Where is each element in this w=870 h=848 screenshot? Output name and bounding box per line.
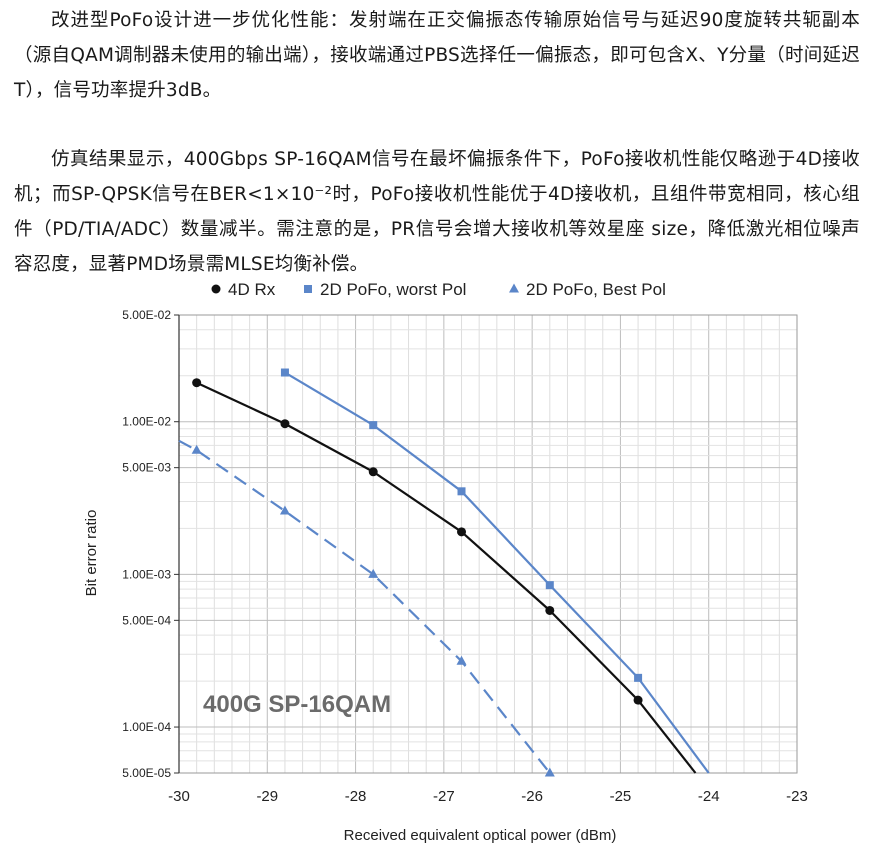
series-1 bbox=[280, 368, 710, 774]
data-point bbox=[457, 487, 466, 496]
y-axis-label: Bit error ratio bbox=[83, 510, 100, 597]
x-tick-label: -30 bbox=[168, 788, 190, 805]
series-2 bbox=[178, 439, 555, 777]
x-tick-label: -25 bbox=[610, 788, 632, 805]
data-point bbox=[191, 444, 202, 454]
x-tick-label: -29 bbox=[256, 788, 278, 805]
chart-series bbox=[178, 368, 710, 777]
y-tick-label: 5.00E-05 bbox=[122, 766, 171, 780]
series-line bbox=[178, 439, 551, 774]
y-tick-label: 1.00E-02 bbox=[122, 415, 171, 429]
legend-label: 2D PoFo, worst Pol bbox=[320, 280, 466, 299]
y-tick-label: 1.00E-03 bbox=[122, 567, 171, 581]
data-point bbox=[279, 505, 290, 515]
data-point bbox=[192, 378, 202, 388]
data-point bbox=[368, 568, 379, 578]
chart-axes: 5.00E-02 1.00E-02 5.00E-03 1.00E-03 5.00E-04… bbox=[122, 308, 808, 805]
data-point bbox=[633, 695, 643, 705]
data-point bbox=[545, 605, 555, 615]
chart-annotation: 400G SP-16QAM bbox=[203, 691, 391, 718]
data-point bbox=[457, 527, 467, 537]
y-tick-label: 5.00E-03 bbox=[122, 461, 171, 475]
series-line bbox=[284, 371, 710, 774]
data-point bbox=[544, 767, 555, 777]
legend-marker bbox=[509, 283, 519, 293]
data-point bbox=[369, 421, 378, 430]
legend-label: 4D Rx bbox=[228, 280, 276, 299]
x-axis-label: Received equivalent optical power (dBm) bbox=[344, 827, 617, 844]
paragraph-simulation-results: 仿真结果显示，400Gbps SP-16QAM信号在最坏偏振条件下，PoFo接收… bbox=[14, 149, 860, 275]
data-point bbox=[368, 467, 378, 477]
x-tick-label: -23 bbox=[786, 788, 808, 805]
chart-legend: 4D Rx 2D PoFo, worst Pol 2D PoFo, Best Pol bbox=[211, 280, 666, 299]
y-tick-label: 1.00E-04 bbox=[122, 720, 171, 734]
ber-chart: 5.00E-02 1.00E-02 5.00E-03 1.00E-03 5.00E-04… bbox=[83, 280, 808, 844]
legend-marker bbox=[304, 285, 312, 293]
x-tick-label: -26 bbox=[521, 788, 543, 805]
series-0 bbox=[192, 378, 697, 774]
y-tick-label: 5.00E-04 bbox=[122, 613, 171, 627]
data-point bbox=[456, 655, 467, 665]
legend-label: 2D PoFo, Best Pol bbox=[526, 280, 666, 299]
data-point bbox=[280, 419, 290, 429]
legend-marker bbox=[211, 284, 221, 294]
y-tick-label: 5.00E-02 bbox=[122, 308, 171, 322]
x-tick-label: -24 bbox=[698, 788, 720, 805]
data-point bbox=[634, 673, 643, 682]
x-tick-label: -27 bbox=[433, 788, 455, 805]
data-point bbox=[545, 581, 554, 590]
x-tick-label: -28 bbox=[345, 788, 367, 805]
paragraph-pofo-design: 改进型PoFo设计进一步优化性能：发射端在正交偏振态传输原始信号与延迟90度旋转… bbox=[14, 10, 860, 101]
data-point bbox=[280, 368, 289, 377]
